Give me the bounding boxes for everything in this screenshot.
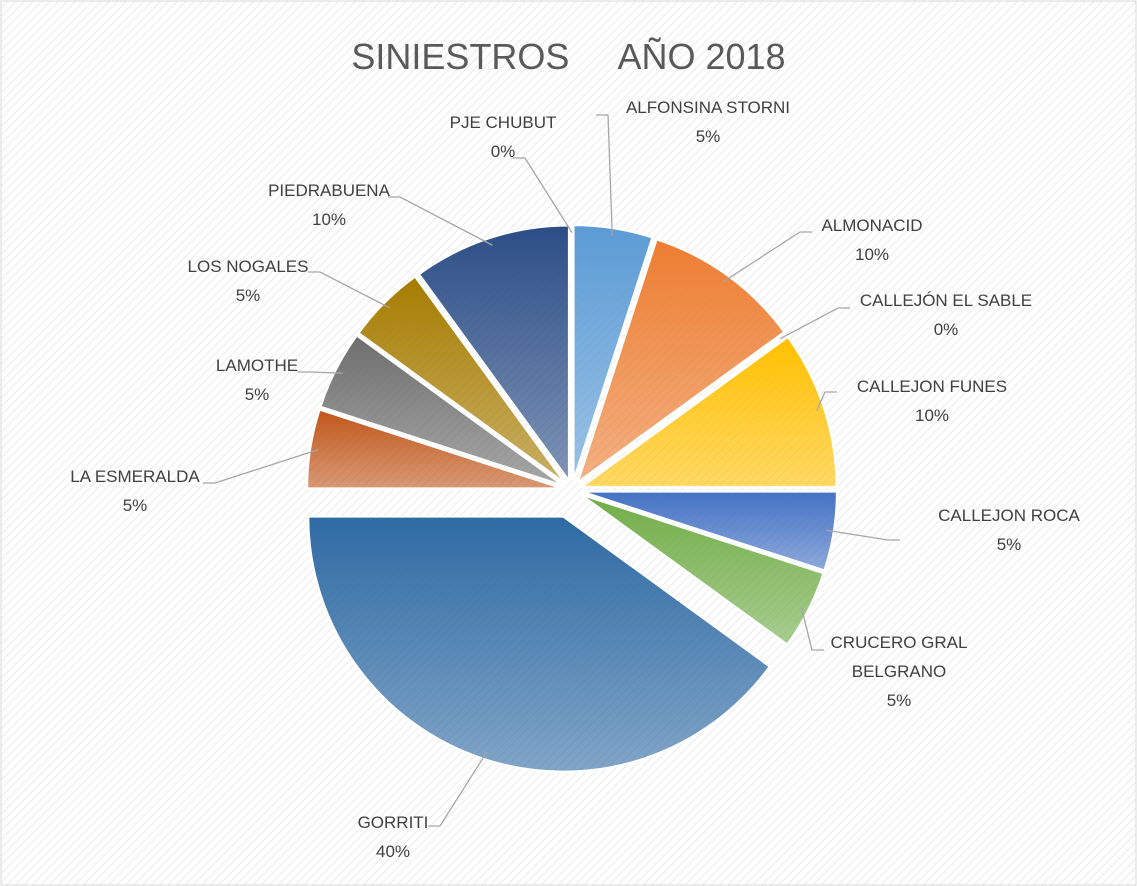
leader-line <box>826 529 900 541</box>
pie-slice <box>572 224 654 481</box>
leader-line <box>779 307 850 340</box>
value-label: 0% <box>490 142 516 161</box>
category-label: CALLEJON ROCA <box>938 506 1080 525</box>
category-label: PIEDRABUENA <box>268 181 390 200</box>
value-label: 0% <box>933 320 959 339</box>
leader-line <box>388 196 493 246</box>
category-label: GORRITI <box>357 813 429 832</box>
pie-slice <box>580 493 825 646</box>
value-label: 5% <box>886 691 912 710</box>
data-label: CALLEJÓN EL SABLE 0% <box>796 286 1096 344</box>
category-label: CALLEJÓN EL SABLE <box>859 291 1033 310</box>
value-label: 10% <box>311 210 347 229</box>
leader-line <box>298 371 343 374</box>
pie-slice <box>575 238 786 485</box>
leader-line <box>428 751 488 827</box>
data-label: CALLEJON ROCA 5% <box>859 501 1137 559</box>
pie-slice <box>306 408 563 490</box>
pie-slice <box>578 335 838 488</box>
data-label: LOS NOGALES 5% <box>98 252 398 310</box>
value-label: 40% <box>375 842 411 861</box>
value-label: 5% <box>244 385 270 404</box>
leader-line <box>203 449 319 484</box>
chart-title: SINIESTROS AÑO 2018 <box>351 36 786 77</box>
data-label: LAMOTHE 5% <box>107 351 407 409</box>
category-label: ALFONSINA STORNI <box>625 98 791 117</box>
leader-line <box>800 606 824 651</box>
pie <box>203 114 900 827</box>
pie-slice <box>307 515 772 773</box>
value-label: 5% <box>996 535 1022 554</box>
category-label: LAMOTHE <box>215 356 299 375</box>
value-label: 10% <box>854 245 890 264</box>
leader-line <box>816 391 837 411</box>
category-label: CALLEJON FUNES <box>856 377 1008 396</box>
data-label: CRUCERO GRAL BELGRANO 5% <box>819 628 979 715</box>
data-label: CALLEJON FUNES 10% <box>782 372 1082 430</box>
category-label: PJE CHUBUT <box>449 113 557 132</box>
category-label: ALMONACID <box>821 216 923 235</box>
data-label: LA ESMERALDA 5% <box>0 462 285 520</box>
value-label: 5% <box>695 127 721 146</box>
data-label: PJE CHUBUT 0% <box>353 108 653 166</box>
leader-line <box>513 157 573 233</box>
data-label: PIEDRABUENA 10% <box>179 176 479 234</box>
category-label: CRUCERO GRAL BELGRANO <box>830 633 968 681</box>
pie-slice <box>417 224 570 484</box>
pie-slice <box>357 275 566 484</box>
value-label: 10% <box>914 406 950 425</box>
pie-slice <box>319 334 564 487</box>
value-label: 5% <box>235 286 261 305</box>
category-label: LA ESMERALDA <box>70 467 200 486</box>
value-label: 5% <box>122 496 148 515</box>
leader-line <box>722 231 812 283</box>
data-label: ALMONACID 10% <box>722 211 1022 269</box>
leader-line <box>596 114 613 236</box>
category-label: LOS NOGALES <box>187 257 309 276</box>
data-label: ALFONSINA STORNI 5% <box>558 93 858 151</box>
leader-line <box>308 271 391 309</box>
data-label: GORRITI 40% <box>243 808 543 866</box>
